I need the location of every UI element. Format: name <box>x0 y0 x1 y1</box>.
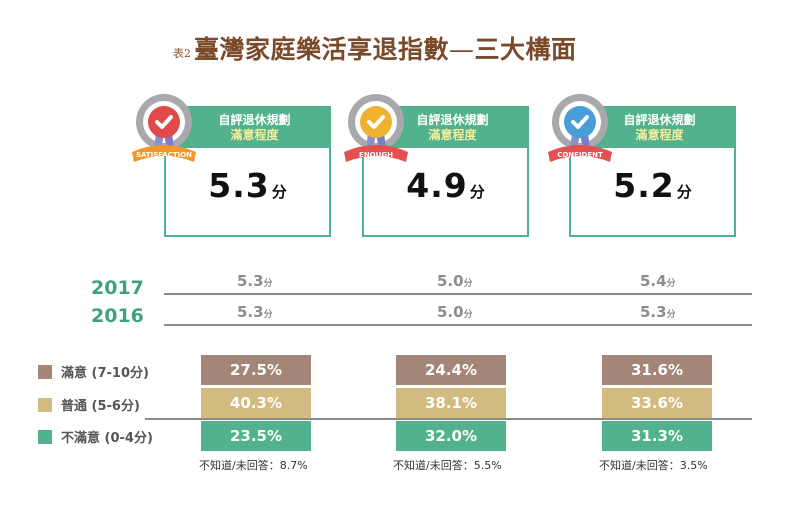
history-value: 5.3分 <box>640 303 676 321</box>
history-value: 5.0分 <box>437 303 473 321</box>
card-heading-line2: 滿意程度 <box>230 128 279 142</box>
card-score: 4.9 分 <box>364 166 527 205</box>
bar-unsatisfied: 23.5% <box>201 421 311 451</box>
legend-swatch <box>38 364 52 379</box>
legend-label: 不滿意 (0-4分) <box>61 431 153 446</box>
score-card-satisfaction: 自評退休規劃 滿意程度 5.3 分 <box>164 106 331 237</box>
enough-badge-icon: ENOUGH <box>344 94 408 162</box>
year-label-2016: 2016 <box>91 305 144 327</box>
history-value: 5.0分 <box>437 272 473 290</box>
legend-label: 滿意 (7-10分) <box>61 366 149 381</box>
card-heading: 自評退休規劃 滿意程度 <box>166 108 329 148</box>
divider-line <box>164 293 752 295</box>
legend-unsatisfied: 不滿意 (0-4分) <box>38 427 153 446</box>
card-score: 5.2 分 <box>571 166 734 205</box>
card-heading-line1: 自評退休規劃 <box>218 113 291 127</box>
bar-neutral: 33.6% <box>602 388 712 418</box>
bar-unsatisfied: 32.0% <box>396 421 506 451</box>
card-heading-line2: 滿意程度 <box>635 128 684 142</box>
legend-neutral: 普通 (5-6分) <box>38 395 140 414</box>
card-heading-line1: 自評退休規劃 <box>416 113 489 127</box>
page-title: 臺灣家庭樂活享退指數—三大構面 <box>194 30 577 66</box>
dont-know-note: 不知道/未回答：8.7% <box>199 459 308 472</box>
title-main: 臺灣家庭樂活享退指數 <box>194 35 450 64</box>
bar-satisfied: 27.5% <box>201 355 311 385</box>
legend-satisfied: 滿意 (7-10分) <box>38 362 149 381</box>
table-number: 表2 <box>173 47 191 60</box>
svg-text:CONFIDENT: CONFIDENT <box>557 151 603 159</box>
year-label-2017: 2017 <box>91 277 144 299</box>
title-sub: 三大構面 <box>474 35 577 64</box>
svg-text:SATISFACTION: SATISFACTION <box>136 151 192 159</box>
legend-swatch <box>38 429 52 444</box>
card-score: 5.3 分 <box>166 166 329 205</box>
bar-satisfied: 24.4% <box>396 355 506 385</box>
title-dash: — <box>449 35 475 64</box>
legend-label: 普通 (5-6分) <box>61 399 140 414</box>
score-unit: 分 <box>676 183 692 201</box>
card-heading-line1: 自評退休規劃 <box>623 113 696 127</box>
score-value: 5.3 <box>208 166 270 205</box>
score-unit: 分 <box>271 183 287 201</box>
divider-line <box>145 418 752 420</box>
legend-swatch <box>38 397 52 412</box>
bar-neutral: 40.3% <box>201 388 311 418</box>
score-value: 5.2 <box>613 166 675 205</box>
card-heading-line2: 滿意程度 <box>428 128 477 142</box>
score-value: 4.9 <box>406 166 468 205</box>
bar-unsatisfied: 31.3% <box>602 421 712 451</box>
bar-neutral: 38.1% <box>396 388 506 418</box>
infographic-title: 表2 臺灣家庭樂活享退指數—三大構面 <box>173 30 577 66</box>
history-value: 5.3分 <box>237 303 273 321</box>
svg-text:ENOUGH: ENOUGH <box>359 151 393 159</box>
divider-line <box>164 324 752 326</box>
dont-know-note: 不知道/未回答：5.5% <box>393 459 502 472</box>
score-unit: 分 <box>469 183 485 201</box>
satisfaction-badge-icon: SATISFACTION <box>132 94 196 162</box>
history-value: 5.3分 <box>237 272 273 290</box>
bar-satisfied: 31.6% <box>602 355 712 385</box>
confident-badge-icon: CONFIDENT <box>548 94 612 162</box>
dont-know-note: 不知道/未回答：3.5% <box>599 459 708 472</box>
history-value: 5.4分 <box>640 272 676 290</box>
